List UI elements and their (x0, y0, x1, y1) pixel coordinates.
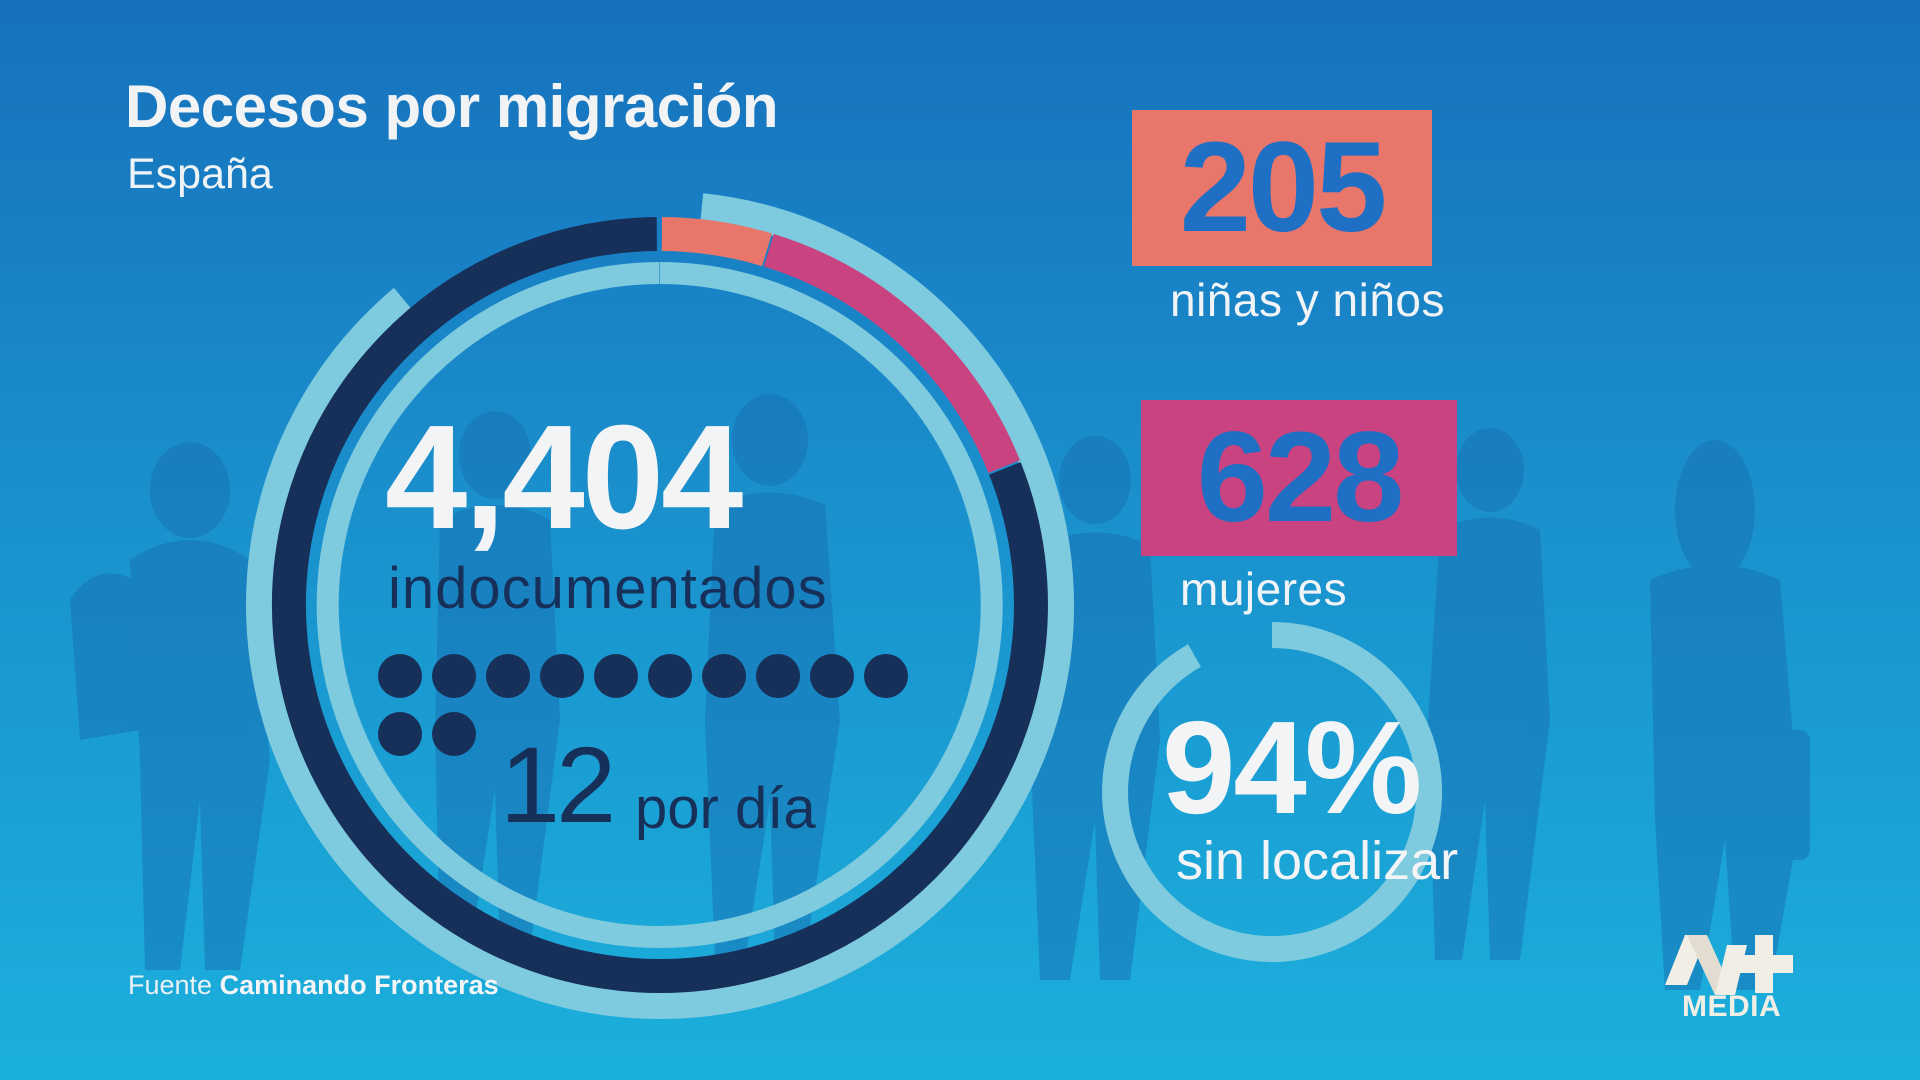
per-day-dot (378, 654, 422, 698)
chart-subtitle: España (127, 150, 273, 198)
per-day-dot (702, 654, 746, 698)
logo-text: MEDIA (1682, 990, 1782, 1023)
total-deaths-label: indocumentados (388, 556, 828, 621)
per-day-dot (594, 654, 638, 698)
per-day-dot (378, 712, 422, 756)
outer-ring-arc (246, 193, 1074, 1020)
unlocated-percent-label: sin localizar (1176, 831, 1459, 891)
total-deaths-value: 4,404 (385, 395, 743, 560)
chart-title: Decesos por migración (125, 73, 779, 140)
per-day-dot (810, 654, 854, 698)
children-stat-label: niñas y niños (1170, 274, 1445, 326)
women-stat-value: 628 (1196, 406, 1405, 549)
source-name: Caminando Fronteras (219, 970, 499, 1000)
children-stat-box: 205 (1132, 110, 1432, 266)
source-prefix: Fuente (128, 970, 213, 1000)
women-stat-label: mujeres (1180, 563, 1348, 615)
per-day-value: 12 (500, 724, 616, 845)
unlocated-gauge-arc (1102, 622, 1443, 962)
inner-ring-arc (316, 262, 1003, 948)
donut-segment-2 (271, 217, 1048, 993)
donut-segment-1 (763, 234, 1020, 473)
per-day-dot (756, 654, 800, 698)
per-day-dot (432, 712, 476, 756)
per-day-dot (540, 654, 584, 698)
source-note: Fuente Caminando Fronteras (128, 970, 499, 1001)
donut-segment-0 (661, 217, 772, 267)
unlocated-percent-value: 94% (1162, 694, 1422, 841)
per-day-dot (486, 654, 530, 698)
women-stat-box: 628 (1141, 400, 1457, 556)
per-day-dot (864, 654, 908, 698)
per-day-dot (432, 654, 476, 698)
children-stat-value: 205 (1179, 116, 1388, 259)
per-day-dot (648, 654, 692, 698)
nplus-logo-icon (1665, 935, 1793, 995)
per-day-label: por día (635, 776, 816, 841)
